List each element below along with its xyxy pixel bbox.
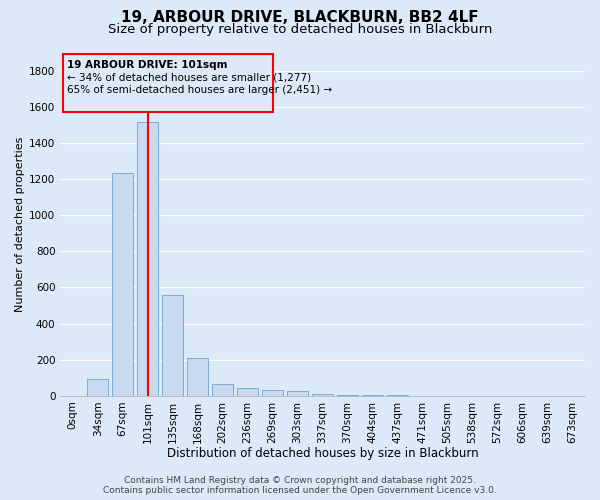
Bar — [137, 122, 158, 396]
Bar — [187, 358, 208, 396]
Bar — [237, 388, 258, 396]
Text: 19, ARBOUR DRIVE, BLACKBURN, BB2 4LF: 19, ARBOUR DRIVE, BLACKBURN, BB2 4LF — [121, 10, 479, 25]
Bar — [312, 394, 333, 396]
Text: Contains HM Land Registry data © Crown copyright and database right 2025.
Contai: Contains HM Land Registry data © Crown c… — [103, 476, 497, 495]
Text: Size of property relative to detached houses in Blackburn: Size of property relative to detached ho… — [108, 22, 492, 36]
Text: 65% of semi-detached houses are larger (2,451) →: 65% of semi-detached houses are larger (… — [67, 85, 332, 95]
Bar — [87, 379, 109, 396]
Bar — [112, 172, 133, 396]
Bar — [287, 391, 308, 396]
Bar — [212, 384, 233, 396]
X-axis label: Distribution of detached houses by size in Blackburn: Distribution of detached houses by size … — [167, 447, 478, 460]
FancyBboxPatch shape — [63, 54, 272, 112]
Bar — [162, 294, 184, 396]
Text: ← 34% of detached houses are smaller (1,277): ← 34% of detached houses are smaller (1,… — [67, 72, 311, 83]
Text: 19 ARBOUR DRIVE: 101sqm: 19 ARBOUR DRIVE: 101sqm — [67, 60, 227, 70]
Bar — [337, 395, 358, 396]
Y-axis label: Number of detached properties: Number of detached properties — [15, 136, 25, 312]
Bar — [262, 390, 283, 396]
